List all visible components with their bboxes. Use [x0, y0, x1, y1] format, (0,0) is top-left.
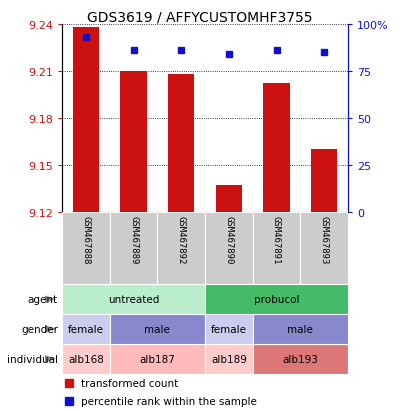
- Bar: [62, 344, 110, 374]
- Bar: [157, 212, 205, 285]
- Text: female: female: [68, 324, 104, 334]
- Bar: [205, 285, 348, 314]
- Bar: [62, 285, 205, 314]
- Polygon shape: [45, 325, 56, 333]
- Text: probucol: probucol: [254, 294, 299, 304]
- Bar: [253, 314, 348, 344]
- Bar: [110, 344, 205, 374]
- Bar: [300, 212, 348, 285]
- Text: alb168: alb168: [68, 354, 104, 364]
- Polygon shape: [45, 355, 56, 363]
- Text: GDS3619 / AFFYCUSTOMHF3755: GDS3619 / AFFYCUSTOMHF3755: [87, 10, 313, 24]
- Text: transformed count: transformed count: [80, 379, 178, 389]
- Bar: [253, 344, 348, 374]
- Text: GSM467888: GSM467888: [81, 215, 90, 263]
- Bar: [205, 212, 253, 285]
- Bar: [110, 314, 205, 344]
- Text: alb187: alb187: [139, 354, 175, 364]
- Text: untreated: untreated: [108, 294, 159, 304]
- Bar: [263, 84, 290, 212]
- Text: alb193: alb193: [282, 354, 318, 364]
- Text: female: female: [211, 324, 247, 334]
- Text: GSM467889: GSM467889: [129, 215, 138, 263]
- Bar: [73, 28, 99, 212]
- Bar: [205, 344, 253, 374]
- Text: GSM467890: GSM467890: [224, 215, 233, 263]
- Bar: [110, 212, 157, 285]
- Bar: [311, 150, 337, 212]
- Text: male: male: [287, 324, 313, 334]
- Text: GSM467892: GSM467892: [177, 215, 186, 263]
- Bar: [168, 75, 194, 212]
- Bar: [205, 314, 253, 344]
- Bar: [120, 71, 147, 212]
- Text: alb189: alb189: [211, 354, 247, 364]
- Text: GSM467893: GSM467893: [320, 215, 329, 263]
- Text: male: male: [144, 324, 170, 334]
- Bar: [62, 314, 110, 344]
- Bar: [253, 212, 300, 285]
- Bar: [62, 212, 110, 285]
- Bar: [216, 186, 242, 212]
- Text: agent: agent: [28, 294, 58, 304]
- Text: gender: gender: [21, 324, 58, 334]
- Polygon shape: [45, 296, 56, 303]
- Text: individual: individual: [7, 354, 58, 364]
- Text: percentile rank within the sample: percentile rank within the sample: [80, 396, 256, 406]
- Text: GSM467891: GSM467891: [272, 215, 281, 263]
